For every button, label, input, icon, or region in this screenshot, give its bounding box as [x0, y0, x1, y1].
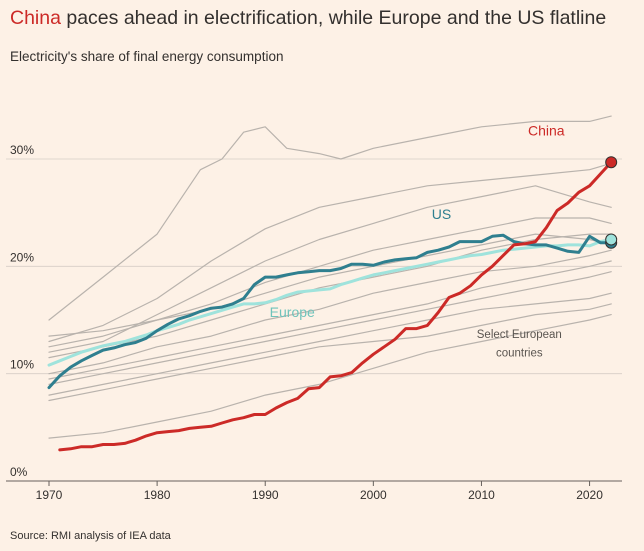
x-tick-label: 2000 [360, 488, 387, 502]
country-line-4 [48, 217, 612, 348]
series-line-us [47, 233, 613, 390]
annotation-context: Select European [477, 329, 562, 341]
country-line-3 [48, 185, 612, 353]
country-line-11 [48, 314, 612, 439]
chart-title-rest: paces ahead in electrification, while Eu… [60, 7, 607, 29]
chart-title-highlight: China [10, 7, 61, 29]
country-line-6 [48, 249, 612, 375]
x-tick-labels: 1970 1980 1990 2000 2010 2020 [36, 488, 604, 502]
x-tick-label: 1970 [36, 488, 63, 502]
country-line-7 [48, 260, 612, 380]
x-tick-label: 1990 [252, 488, 279, 502]
country-line-1 [48, 115, 612, 321]
highlight-series-lines [47, 160, 613, 452]
chart-title: China paces ahead in electrification, wh… [10, 6, 640, 30]
country-line-8 [48, 271, 612, 385]
context-series-lines [48, 115, 612, 439]
source-note: Source: RMI analysis of IEA data [10, 530, 171, 542]
endpoint-marker-europe [605, 233, 618, 246]
country-line-10 [48, 303, 612, 402]
endpoint-markers [605, 156, 618, 249]
y-tick-labels: 0% 10% 20% 30% [10, 143, 34, 479]
series-line-europe [47, 238, 613, 367]
y-tick-label: 10% [10, 358, 34, 372]
y-tick-label: 20% [10, 250, 34, 264]
country-line-2 [48, 162, 612, 343]
grid-layer [6, 158, 622, 486]
country-line-9 [48, 292, 612, 396]
endpoint-marker-china [605, 156, 618, 169]
country-line-12 [48, 233, 612, 337]
annotation-context: countries [496, 347, 543, 359]
annotation-europe: Europe [270, 304, 315, 320]
x-tick-label: 2020 [576, 488, 603, 502]
chart-subtitle: Electricity's share of final energy cons… [10, 49, 284, 64]
series-line-china [58, 160, 613, 452]
series-annotations: China US Europe Select European countries [270, 122, 565, 359]
x-tick-label: 2010 [468, 488, 495, 502]
x-tick-label: 1980 [144, 488, 171, 502]
y-tick-label: 30% [10, 143, 34, 157]
y-tick-label: 0% [10, 465, 28, 479]
annotation-china: China [528, 122, 565, 138]
annotation-us: US [432, 206, 451, 222]
